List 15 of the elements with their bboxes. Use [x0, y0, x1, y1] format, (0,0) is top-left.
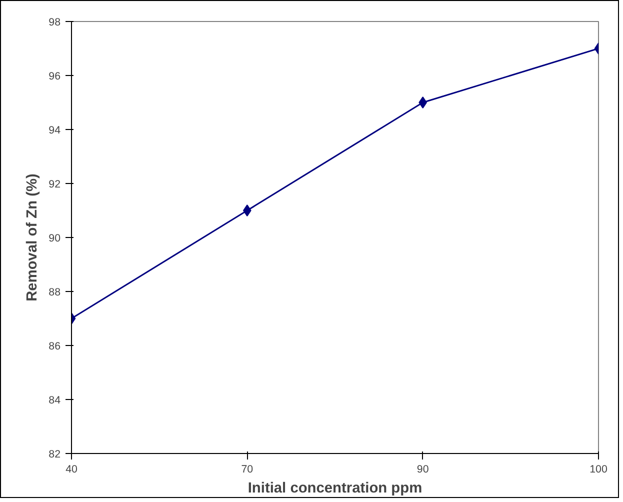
x-tick-label: 40	[66, 464, 78, 476]
x-tick-label: 70	[241, 464, 254, 476]
x-tick-label: 100	[590, 464, 608, 476]
y-tick-label: 92	[48, 178, 61, 190]
y-tick-label: 86	[48, 340, 61, 352]
x-tick-label: 90	[416, 464, 429, 476]
y-tick-label: 82	[48, 448, 61, 460]
y-tick-label: 94	[48, 124, 61, 136]
y-tick-label: 88	[48, 286, 61, 298]
x-axis-title: Initial concentration ppm	[248, 480, 422, 496]
y-tick-label: 98	[48, 16, 61, 28]
y-tick-label: 96	[48, 70, 61, 82]
y-tick-label: 90	[48, 232, 61, 244]
y-axis-title: Removal of Zn (%)	[24, 173, 41, 302]
y-tick-label: 84	[48, 394, 61, 406]
